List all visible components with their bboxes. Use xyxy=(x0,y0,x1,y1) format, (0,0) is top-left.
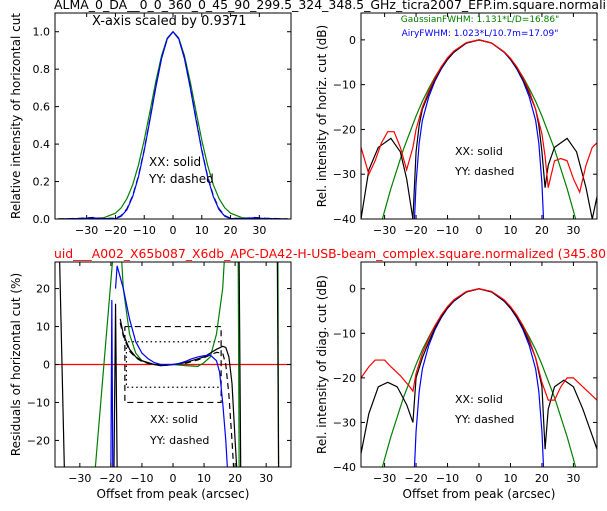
x-tick-label: −30 xyxy=(75,224,98,237)
y-tick-label: 0 xyxy=(349,283,356,296)
x-tick-label: 0 xyxy=(170,224,177,237)
x-tick-label: 10 xyxy=(197,472,211,485)
x-tick-label: 0 xyxy=(476,472,483,485)
annotation: YY: dashed xyxy=(149,434,209,447)
annotation: YY: dashed xyxy=(454,413,514,426)
series-line xyxy=(124,325,222,404)
plot-area xyxy=(361,39,597,219)
y-tick-label: 0.0 xyxy=(33,213,51,226)
y-tick-label: −20 xyxy=(333,372,356,385)
series-line xyxy=(94,262,114,467)
y-tick-label: 0.2 xyxy=(33,176,51,189)
y-axis-label: Relative intensity of horizontal cut xyxy=(9,13,23,219)
x-tick-label: 10 xyxy=(503,472,517,485)
x-tick-label: 20 xyxy=(228,472,242,485)
x-tick-label: 20 xyxy=(535,472,549,485)
y-tick-label: 20 xyxy=(36,283,50,296)
series-line xyxy=(238,262,242,467)
annotation: XX: solid xyxy=(455,393,503,406)
series-line xyxy=(276,262,280,467)
plot-area xyxy=(361,288,597,467)
series-line xyxy=(59,262,65,467)
series-line xyxy=(114,265,228,467)
series-line xyxy=(113,303,118,467)
annotation: YY: dashed xyxy=(148,172,214,186)
x-tick-label: 20 xyxy=(224,224,238,237)
series-line xyxy=(361,288,597,401)
x-axis-label: Offset from peak (arcsec) xyxy=(97,487,250,501)
x-tick-label: −20 xyxy=(99,472,122,485)
y-tick-label: −40 xyxy=(333,461,356,474)
x-tick-label: 30 xyxy=(566,224,580,237)
y-axis-label: Residuals of horizontal cut (%) xyxy=(9,273,23,456)
annotation: X-axis scaled by 0.9371 xyxy=(92,14,247,29)
plot-area xyxy=(57,30,289,219)
x-tick-label: 30 xyxy=(252,224,266,237)
annotation: YY: dashed xyxy=(454,165,514,178)
y-tick-label: 0 xyxy=(349,34,356,47)
x-tick-label: −30 xyxy=(373,224,396,237)
y-tick-label: −10 xyxy=(27,396,50,409)
y-tick-label: 0 xyxy=(43,359,50,372)
annotation: XX: solid xyxy=(149,155,201,169)
x-axis-label: Offset from peak (arcsec) xyxy=(403,487,556,501)
x-tick-label: −20 xyxy=(104,224,127,237)
x-tick-label: −30 xyxy=(373,472,396,485)
x-tick-label: −10 xyxy=(130,472,153,485)
series-line xyxy=(237,262,240,467)
y-tick-label: −40 xyxy=(333,213,356,226)
y-tick-label: −20 xyxy=(333,123,356,136)
series-line xyxy=(119,318,238,467)
x-tick-label: 10 xyxy=(503,224,517,237)
y-tick-label: 0.8 xyxy=(33,63,51,76)
annotation: XX: solid xyxy=(150,413,198,426)
x-tick-label: −10 xyxy=(133,224,156,237)
y-tick-label: 0.6 xyxy=(33,101,51,114)
x-tick-label: −30 xyxy=(68,472,91,485)
annotation: AiryFWHM: 1.023*L/10.7m=17.09" xyxy=(402,29,559,39)
x-tick-label: 30 xyxy=(259,472,273,485)
x-tick-label: 0 xyxy=(170,472,177,485)
x-tick-label: 20 xyxy=(535,224,549,237)
y-axis-label: Rel. intensity of diag. cut (dB) xyxy=(315,275,329,454)
annotation: XX: solid xyxy=(455,145,503,158)
series-line xyxy=(57,30,289,219)
x-tick-label: −20 xyxy=(404,472,427,485)
series-line xyxy=(361,39,597,194)
y-axis-label: Rel. intensity of horiz. cut (dB) xyxy=(315,25,329,207)
x-tick-label: −10 xyxy=(436,224,459,237)
y-tick-label: −10 xyxy=(333,79,356,92)
y-tick-label: −20 xyxy=(27,434,50,447)
chart-title: ALMA_0_DA__0_0_360_0_45_90_299.5_324_348… xyxy=(54,0,606,12)
x-tick-label: 0 xyxy=(476,224,483,237)
y-tick-label: 1.0 xyxy=(33,26,51,39)
y-tick-label: 10 xyxy=(36,321,50,334)
x-tick-label: −20 xyxy=(404,224,427,237)
y-tick-label: 0.4 xyxy=(33,138,51,151)
y-tick-label: −30 xyxy=(333,416,356,429)
chart-title: uid___A002_X65b087_X6db_APC-DA42-H-USB-b… xyxy=(54,247,606,261)
x-tick-label: 30 xyxy=(566,472,580,485)
plot-area xyxy=(55,262,291,467)
y-tick-label: −30 xyxy=(333,168,356,181)
y-tick-label: −10 xyxy=(333,327,356,340)
x-tick-label: −10 xyxy=(436,472,459,485)
series-line xyxy=(110,299,114,467)
x-tick-label: 10 xyxy=(195,224,209,237)
series-line xyxy=(125,341,220,388)
annotation: GaussianFWHM: 1.131*L/D=16.86" xyxy=(401,15,559,25)
